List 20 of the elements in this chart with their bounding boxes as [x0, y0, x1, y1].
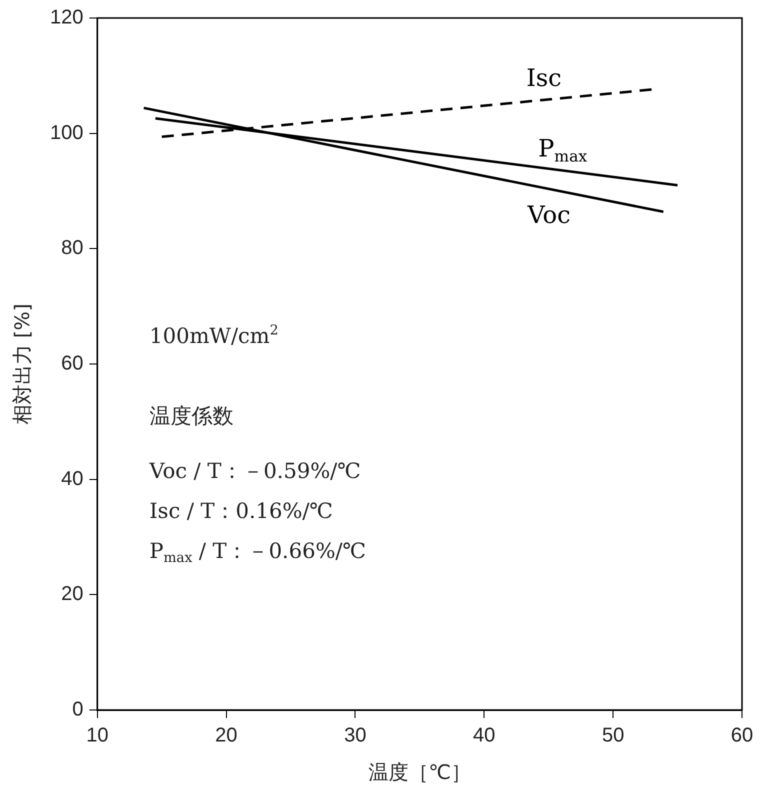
- series-label: Voc: [526, 200, 571, 229]
- x-tick-label: 40: [473, 724, 496, 747]
- annotation: 温度係数: [149, 404, 234, 428]
- x-axis-title: 温度［℃］: [368, 760, 471, 784]
- x-tick-label: 60: [730, 724, 754, 747]
- y-tick-label: 100: [50, 122, 84, 144]
- y-tick-label: 0: [72, 698, 84, 721]
- y-tick-label: 120: [50, 6, 84, 29]
- x-tick-label: 10: [86, 724, 108, 747]
- y-axis-title: 相対出力 [%]: [10, 304, 34, 424]
- x-tick-label: 20: [215, 724, 238, 747]
- y-tick-label: 80: [61, 237, 84, 260]
- series-label: Isc: [526, 64, 562, 92]
- y-tick-label: 60: [61, 352, 84, 375]
- x-tick-label: 50: [602, 724, 624, 747]
- annotation: Isc / T：0.16%/℃: [149, 499, 333, 523]
- y-tick-label: 40: [61, 468, 84, 490]
- annotation: Voc / T：－0.59%/℃: [148, 459, 361, 483]
- y-tick-label: 20: [61, 583, 84, 606]
- x-tick-label: 30: [344, 724, 366, 747]
